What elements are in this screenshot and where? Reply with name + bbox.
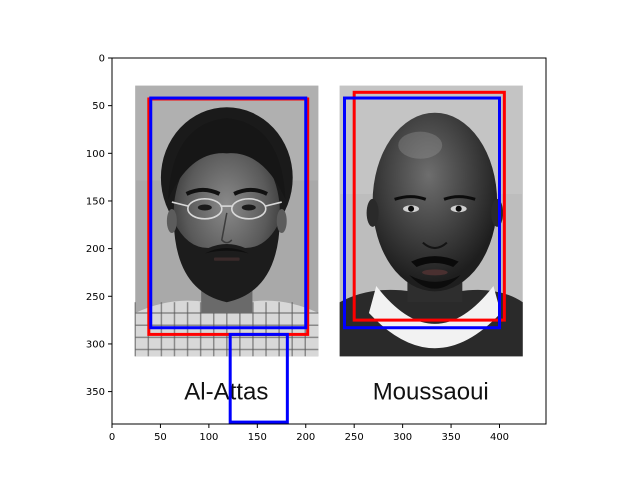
boxes-layer	[147, 90, 506, 424]
y-tick-label: 150	[86, 196, 105, 207]
y-tick-label: 50	[92, 101, 105, 112]
y-tick-label: 200	[86, 244, 105, 255]
x-axis: 0 50 100 150 200 250 300 350 400	[109, 424, 509, 443]
y-tick-label: 100	[86, 149, 105, 160]
caption-2: Moussaoui	[373, 379, 489, 406]
y-tick-label: 350	[86, 387, 105, 398]
y-tick-label: 300	[86, 339, 105, 350]
y-tick-label: 250	[86, 292, 105, 303]
x-tick-label: 0	[109, 432, 115, 443]
x-tick-label: 150	[248, 432, 267, 443]
x-tick-label: 100	[199, 432, 218, 443]
axes-frame	[111, 57, 547, 425]
y-tick-label: 0	[99, 54, 105, 65]
goatee	[409, 275, 461, 289]
photos-layer	[134, 85, 523, 357]
captions-layer: Al-Attas Moussaoui	[184, 379, 488, 406]
x-tick-label: 400	[490, 432, 509, 443]
head	[372, 112, 498, 292]
caption-1: Al-Attas	[184, 379, 268, 406]
glasses	[171, 198, 282, 220]
x-tick-label: 350	[442, 432, 461, 443]
bounding-box-2	[149, 96, 308, 330]
beard	[173, 220, 280, 303]
y-axis: 0 50 100 150 200 250 300 350	[86, 54, 112, 398]
x-tick-label: 250	[345, 432, 364, 443]
mustache	[411, 256, 459, 268]
x-tick-label: 200	[296, 432, 315, 443]
x-tick-label: 50	[154, 432, 167, 443]
bounding-box-4	[343, 96, 501, 330]
x-tick-label: 300	[393, 432, 412, 443]
bounding-box-3	[352, 90, 506, 322]
photo-2	[339, 85, 523, 357]
photo-1	[134, 85, 319, 357]
bounding-box-5	[228, 332, 289, 424]
